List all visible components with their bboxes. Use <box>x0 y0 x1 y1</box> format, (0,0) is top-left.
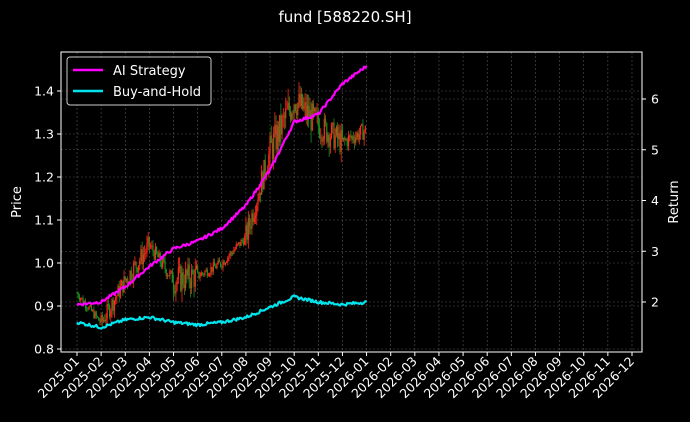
legend-label-ai-strategy: AI Strategy <box>113 64 186 79</box>
legend: AI Strategy Buy-and-Hold <box>66 56 212 106</box>
y-tick-label-left: 1.1 <box>34 213 54 228</box>
y-tick-label-left: 1.4 <box>34 84 54 99</box>
plot-frame <box>60 51 643 353</box>
x-axis: 2025-012025-022025-032025-042025-052025-… <box>35 352 637 401</box>
y-tick-label-left: 1.3 <box>34 127 54 142</box>
series-line-ai-strategy <box>76 65 368 307</box>
y-axis-right: 2 3 4 5 6 <box>642 92 659 310</box>
y-tick-label-left: 1.0 <box>34 256 54 271</box>
y-axis-label-right: Return <box>667 180 682 223</box>
y-tick-label-left: 1.2 <box>34 170 54 185</box>
y-tick-label-right: 6 <box>651 92 659 107</box>
gridlines <box>61 52 642 352</box>
y-tick-label-right: 2 <box>651 295 659 310</box>
y-axis-label-left: Price <box>10 186 25 218</box>
price-candles <box>76 81 366 328</box>
y-tick-label-left: 0.8 <box>34 342 54 357</box>
y-axis-left: 0.8 0.9 1.0 1.1 1.2 1.3 1.4 <box>34 84 61 357</box>
y-tick-label-right: 5 <box>651 142 659 157</box>
return-lines <box>76 65 368 330</box>
series-line-buy-and-hold <box>76 294 368 330</box>
y-tick-label-left: 0.9 <box>34 299 54 314</box>
legend-label-buy-and-hold: Buy-and-Hold <box>113 85 201 100</box>
chart-title: fund [588220.SH] <box>278 8 412 26</box>
y-tick-label-right: 4 <box>651 193 659 208</box>
y-tick-label-right: 3 <box>651 244 659 259</box>
